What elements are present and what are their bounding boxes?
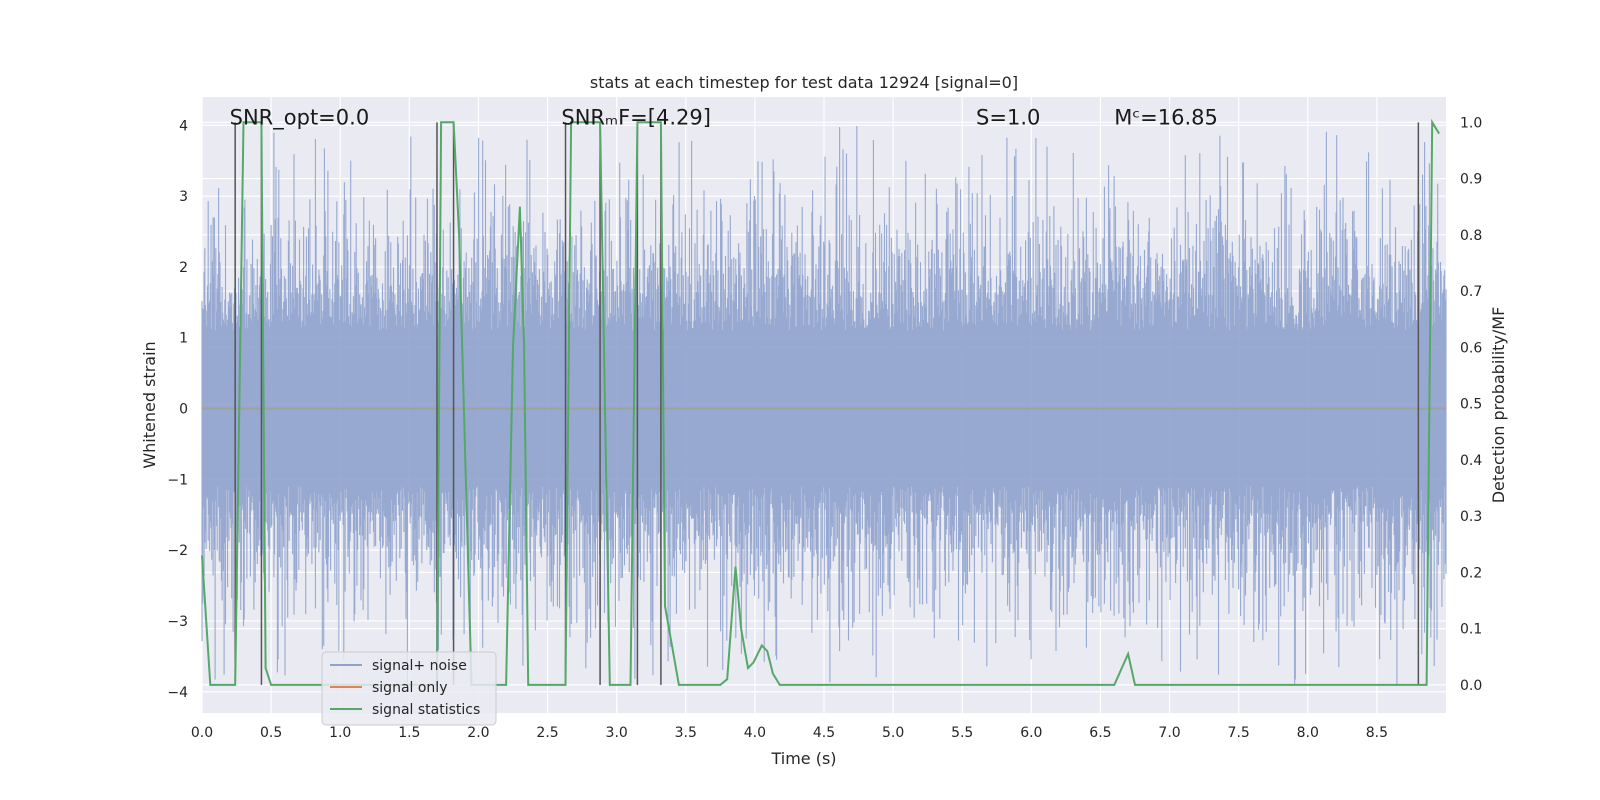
y-tick-label: 0 xyxy=(179,402,188,418)
annotation-text: SNR_opt=0.0 xyxy=(230,105,370,130)
y2-tick-label: 0.2 xyxy=(1460,565,1482,581)
y-tick-label: −4 xyxy=(167,685,188,701)
y-axis-label: Whitened strain xyxy=(140,341,159,468)
x-tick-label: 0.0 xyxy=(191,725,213,741)
y-tick-label: −1 xyxy=(167,472,188,488)
y2-tick-label: 0.5 xyxy=(1460,397,1482,413)
x-tick-label: 6.5 xyxy=(1089,725,1111,741)
y2-tick-label: 0.4 xyxy=(1460,453,1482,469)
x-axis-ticks: 0.0 0.5 1.0 1.5 2.0 2.5 3.0 3.5 4.0 4.5 5.0 5.5 6.0 6… xyxy=(191,725,1388,741)
x-tick-label: 4.0 xyxy=(744,725,766,741)
x-tick-label: 3.5 xyxy=(675,725,697,741)
y-tick-label: 3 xyxy=(179,189,188,205)
x-tick-label: 7.5 xyxy=(1228,725,1250,741)
legend-label-statistics: signal statistics xyxy=(372,702,480,718)
x-tick-label: 2.5 xyxy=(536,725,558,741)
annotation-text: Mᶜ=16.85 xyxy=(1114,105,1218,129)
x-tick-label: 6.0 xyxy=(1020,725,1042,741)
y2-tick-label: 1.0 xyxy=(1460,115,1482,131)
annotation-text: S=1.0 xyxy=(976,105,1040,129)
legend-box xyxy=(321,651,497,726)
annotation-text: SNRₘF=[4.29] xyxy=(561,105,711,129)
x-tick-label: 8.0 xyxy=(1297,725,1319,741)
y-tick-label: −2 xyxy=(167,543,188,559)
x-tick-label: 3.0 xyxy=(606,725,628,741)
x-tick-label: 8.5 xyxy=(1366,725,1388,741)
y-tick-label: 2 xyxy=(179,260,188,276)
legend: signal+ noise signal only signal statist… xyxy=(321,651,497,726)
y2-tick-label: 0.6 xyxy=(1460,340,1482,356)
legend-label-signal-only: signal only xyxy=(372,680,447,696)
y-tick-label: 1 xyxy=(179,331,188,347)
statistics-line xyxy=(201,118,1440,686)
x-axis-label: Time (s) xyxy=(770,749,836,768)
y2-tick-label: 0.3 xyxy=(1460,509,1482,525)
annotations: SNR_opt=0.0 SNRₘF=[4.29] S=1.0 Mᶜ=16.85 xyxy=(230,105,1218,130)
y2-axis-ticks: 1.0 0.9 0.8 0.7 0.6 0.5 0.4 0.3 0.2 0.1 0.0 xyxy=(1460,115,1482,694)
x-tick-label: 1.5 xyxy=(398,725,420,741)
chart-title: stats at each timestep for test data 129… xyxy=(590,73,1018,92)
x-tick-label: 4.5 xyxy=(813,725,835,741)
x-tick-label: 5.0 xyxy=(882,725,904,741)
y-tick-label: 4 xyxy=(179,118,188,134)
legend-label-noise: signal+ noise xyxy=(372,658,467,674)
series-signal-statistics xyxy=(201,118,1440,686)
x-tick-label: 2.0 xyxy=(467,725,489,741)
y-axis-ticks: 4 3 2 1 0 −1 −2 −3 −4 xyxy=(167,118,188,700)
y2-axis-label: Detection probability/MF xyxy=(1489,307,1508,504)
x-tick-label: 1.0 xyxy=(329,725,351,741)
x-tick-label: 5.5 xyxy=(951,725,973,741)
detection-markers xyxy=(234,122,1420,685)
x-tick-label: 7.0 xyxy=(1158,725,1180,741)
y2-tick-label: 0.1 xyxy=(1460,622,1482,638)
y2-tick-label: 0.0 xyxy=(1460,678,1482,694)
y-tick-label: −3 xyxy=(167,614,188,630)
y2-tick-label: 0.7 xyxy=(1460,284,1482,300)
y2-tick-label: 0.8 xyxy=(1460,228,1482,244)
y2-tick-label: 0.9 xyxy=(1460,172,1482,188)
x-tick-label: 0.5 xyxy=(260,725,282,741)
